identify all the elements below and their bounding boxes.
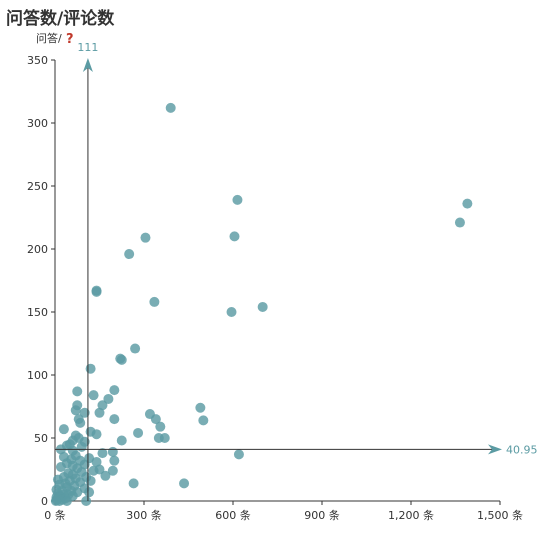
data-point xyxy=(72,386,83,397)
data-point xyxy=(94,407,105,418)
data-point xyxy=(97,400,108,411)
x-mark-line-arrow xyxy=(82,58,93,72)
data-point xyxy=(107,465,118,476)
data-point xyxy=(226,307,237,317)
data-point xyxy=(79,407,90,418)
data-point xyxy=(257,301,268,312)
data-point xyxy=(88,465,99,476)
data-point xyxy=(140,232,151,243)
data-point xyxy=(179,478,190,489)
data-point xyxy=(85,363,96,374)
data-point xyxy=(133,427,144,438)
y-tick-label: 0 xyxy=(41,495,48,508)
x-tick-label: 1,200 条 xyxy=(388,508,434,522)
data-point xyxy=(79,459,90,470)
x-tick-label: 600 条 xyxy=(215,508,251,522)
data-point xyxy=(155,421,166,432)
data-point xyxy=(116,435,127,446)
data-point xyxy=(109,385,120,396)
x-tick-label: 900 条 xyxy=(304,508,340,522)
data-point xyxy=(232,194,243,205)
data-point xyxy=(454,217,465,228)
y-tick-label: 300 xyxy=(27,117,48,130)
data-point xyxy=(88,390,99,401)
y-axis-label: 问答/ xyxy=(36,31,62,45)
y-tick-label: 100 xyxy=(27,369,48,382)
y-tick-label: 50 xyxy=(34,432,48,445)
data-point xyxy=(109,455,120,466)
y-mark-line-arrow xyxy=(488,444,502,455)
y-tick-label: 350 xyxy=(27,54,48,67)
x-tick-label: 0 条 xyxy=(44,508,66,522)
data-point xyxy=(100,470,111,481)
data-point xyxy=(149,296,160,307)
data-point xyxy=(198,415,209,426)
y-tick-label: 150 xyxy=(27,306,48,319)
data-point xyxy=(116,354,127,365)
y-tick-label: 250 xyxy=(27,180,48,193)
data-point xyxy=(58,424,69,435)
data-point xyxy=(109,414,120,425)
data-point xyxy=(91,286,102,297)
y-tick-label: 200 xyxy=(27,243,48,256)
data-point xyxy=(150,414,161,425)
data-point xyxy=(128,478,139,489)
data-point xyxy=(76,441,87,452)
data-point xyxy=(75,417,86,428)
data-point xyxy=(130,343,141,354)
x-tick-label: 1,500 条 xyxy=(477,508,523,522)
data-point xyxy=(229,231,240,242)
data-point xyxy=(55,461,66,472)
y-mark-line-label: 40.95 xyxy=(506,443,538,456)
data-point xyxy=(97,448,108,459)
data-point xyxy=(50,496,61,506)
data-point xyxy=(233,449,244,460)
data-point xyxy=(70,405,81,416)
x-tick-label: 300 条 xyxy=(126,508,162,522)
data-point xyxy=(81,496,92,506)
data-point xyxy=(165,102,176,113)
x-mark-line-label: 111 xyxy=(77,41,98,54)
question-mark-icon: ? xyxy=(66,32,74,47)
data-point xyxy=(91,456,102,467)
data-point xyxy=(124,249,135,260)
data-point xyxy=(103,393,114,404)
data-point xyxy=(91,429,102,440)
chart-title: 问答数/评论数 xyxy=(6,9,115,29)
data-point xyxy=(84,487,95,498)
data-point xyxy=(462,198,473,209)
data-point xyxy=(195,402,206,413)
data-point xyxy=(159,433,170,443)
data-point xyxy=(107,446,118,457)
data-point xyxy=(61,496,72,506)
